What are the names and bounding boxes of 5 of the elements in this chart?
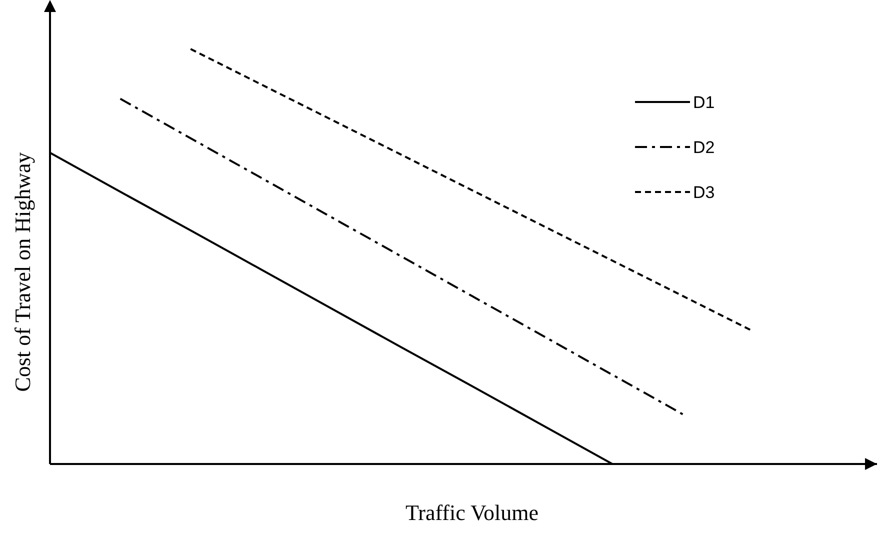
legend-label: D3 [693, 183, 715, 202]
x-axis-title: Traffic Volume [405, 500, 539, 525]
legend-label: D1 [693, 93, 715, 112]
legend-label: D2 [693, 138, 715, 157]
y-axis-title: Cost of Travel on Highway [10, 152, 35, 392]
